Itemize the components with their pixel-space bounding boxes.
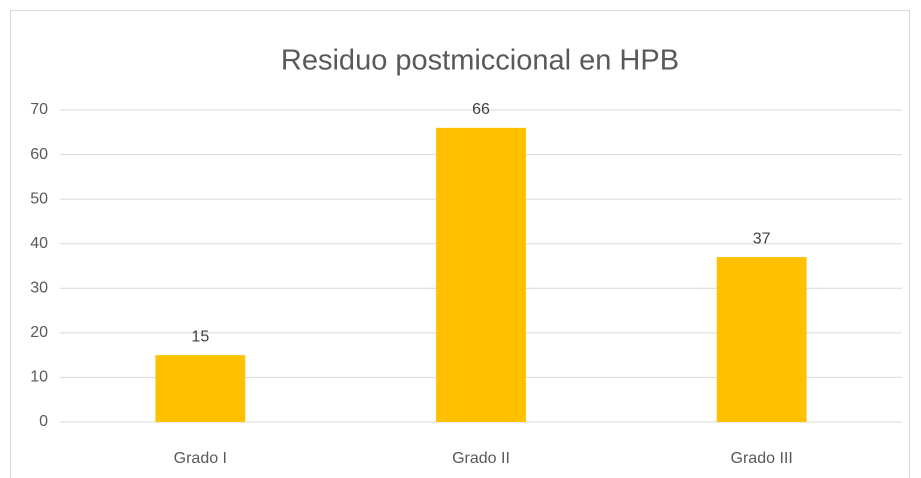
y-tick-label: 70 (30, 101, 48, 118)
x-tick-label: Grado II (452, 450, 510, 467)
y-tick-label: 60 (30, 146, 48, 163)
x-tick-label: Grado III (731, 450, 793, 467)
bar (155, 355, 246, 422)
data-label: 66 (472, 101, 490, 118)
data-label: 37 (753, 230, 771, 247)
x-tick-label: Grado I (174, 450, 227, 467)
y-tick-label: 40 (30, 235, 48, 252)
y-tick-label: 10 (30, 369, 48, 386)
y-tick-label: 50 (30, 190, 48, 207)
chart-title: Residuo postmiccional en HPB (281, 45, 679, 77)
y-tick-label: 20 (30, 324, 48, 341)
y-tick-label: 0 (39, 413, 48, 430)
y-tick-label: 30 (30, 280, 48, 297)
bar (436, 127, 526, 422)
data-label: 15 (191, 328, 209, 345)
bar (716, 257, 807, 422)
